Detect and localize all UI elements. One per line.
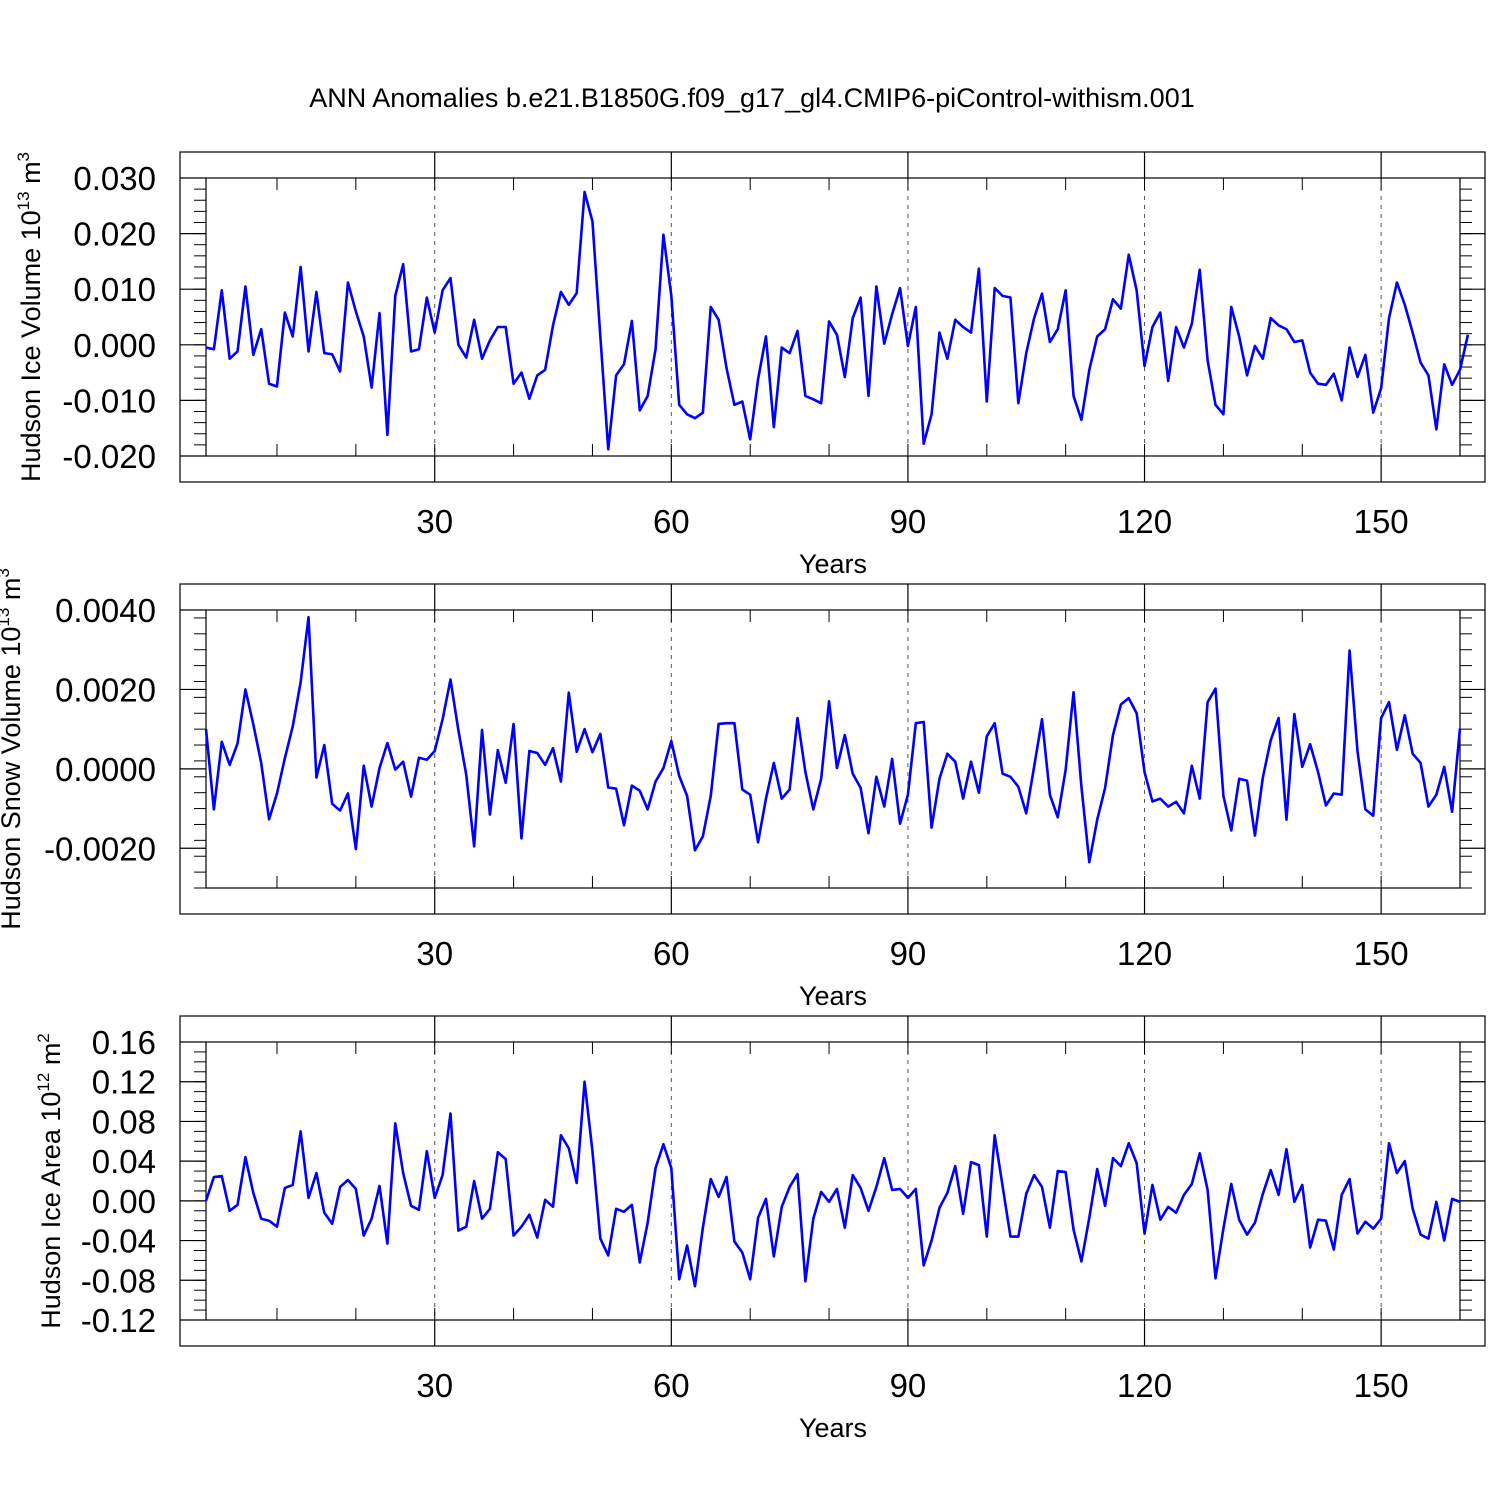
y-axis-label-exponent: 13 <box>14 191 33 210</box>
series-line-ice-area <box>204 1080 1461 1288</box>
ytick-label: 0.04 <box>92 1143 156 1180</box>
x-axis-label: Years <box>799 981 867 1011</box>
y-axis-label-text: Hudson Ice Area 10 <box>36 1092 66 1329</box>
xtick-label: 60 <box>653 1367 690 1404</box>
plot-border <box>205 609 1461 889</box>
y-axis-label: Hudson Ice Area 1012 m2 <box>34 1033 66 1329</box>
y-axis-label-unit-exponent: 3 <box>14 152 33 161</box>
ytick-label: -0.020 <box>62 438 156 475</box>
outer-frame <box>179 151 1486 483</box>
x-axis-label: Years <box>799 1413 867 1443</box>
xtick-label: 30 <box>416 935 453 972</box>
outer-frame <box>179 583 1486 915</box>
series-line-ice-volume <box>205 190 1470 451</box>
series-line-snow-volume <box>204 615 1462 864</box>
ytick-label: 0.030 <box>73 160 156 197</box>
panel-snow-volume: -0.0020 0.0000 0.0020 0.0040 30 60 90 120 150 Yea… <box>0 568 1486 1011</box>
xtick-label: 90 <box>890 935 927 972</box>
ytick-label: 0.00 <box>92 1183 156 1220</box>
xtick-label: 60 <box>653 935 690 972</box>
ytick-label: 0.08 <box>92 1103 156 1140</box>
figure-title: ANN Anomalies b.e21.B1850G.f09_g17_gl4.C… <box>309 83 1194 113</box>
y-axis-label-text: Hudson Ice Volume 10 <box>16 210 46 482</box>
y-axis-label-exponent: 13 <box>0 608 13 627</box>
panel-ice-volume: -0.020 -0.010 0.000 0.010 0.020 0.030 30 60 90 12… <box>14 151 1486 579</box>
y-axis-label: Hudson Ice Volume 1013 m3 <box>14 152 46 482</box>
xtick-label: 150 <box>1354 1367 1409 1404</box>
y-axis-label-unit: m <box>36 1043 66 1073</box>
xtick-label: 90 <box>890 1367 927 1404</box>
y-axis-label-unit-exponent: 2 <box>34 1033 53 1042</box>
ytick-label: 0.12 <box>92 1064 156 1101</box>
y-axis-label-exponent: 12 <box>34 1073 53 1092</box>
ytick-label: 0.000 <box>73 327 156 364</box>
ytick-label: -0.0020 <box>44 830 156 867</box>
panel-ice-area: -0.12-0.08-0.040.000.040.080.120.16 30 60 9… <box>34 1015 1486 1443</box>
xtick-label: 120 <box>1117 935 1172 972</box>
xtick-label: 150 <box>1354 503 1409 540</box>
outer-frame <box>179 1015 1486 1347</box>
plot-border <box>205 1041 1461 1321</box>
xtick-label: 60 <box>653 503 690 540</box>
xtick-label: 30 <box>416 1367 453 1404</box>
xtick-label: 30 <box>416 503 453 540</box>
ytick-label: 0.020 <box>73 216 156 253</box>
ytick-label: 0.0000 <box>55 751 156 788</box>
y-axis-label-unit: m <box>0 578 26 608</box>
ytick-label: -0.12 <box>81 1302 156 1339</box>
ytick-label: -0.08 <box>81 1262 156 1299</box>
xtick-label: 120 <box>1117 503 1172 540</box>
y-axis-label-unit: m <box>16 161 46 191</box>
xtick-label: 90 <box>890 503 927 540</box>
xtick-label: 120 <box>1117 1367 1172 1404</box>
ytick-label: 0.0020 <box>55 671 156 708</box>
plot-border <box>205 177 1461 457</box>
ytick-label: 0.16 <box>92 1024 156 1061</box>
ytick-label: 0.010 <box>73 271 156 308</box>
ytick-label: -0.010 <box>62 382 156 419</box>
xtick-label: 150 <box>1354 935 1409 972</box>
ytick-label: -0.04 <box>81 1223 156 1260</box>
ytick-label: 0.0040 <box>55 592 156 629</box>
y-axis-label-unit-exponent: 3 <box>0 568 13 577</box>
y-axis-label-text: Hudson Snow Volume 10 <box>0 627 26 930</box>
y-axis-label: Hudson Snow Volume 1013 m3 <box>0 568 26 930</box>
x-axis-label: Years <box>799 549 867 579</box>
